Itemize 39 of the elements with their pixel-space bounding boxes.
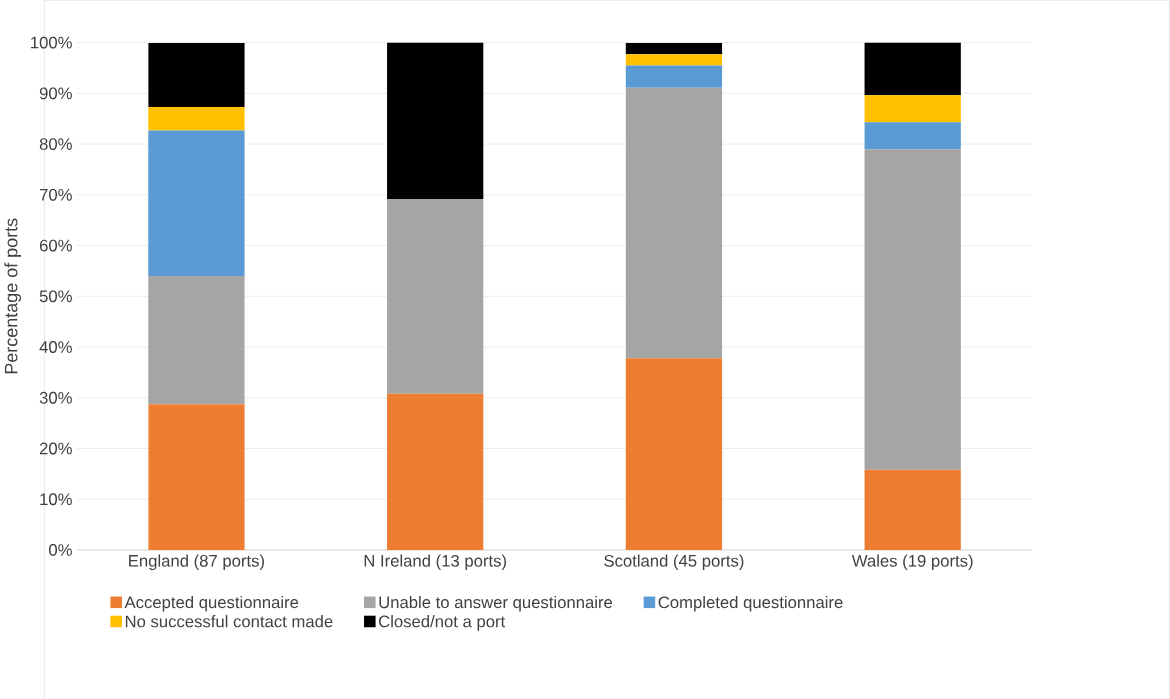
x-tick-label: Scotland (45 ports) — [604, 554, 744, 570]
x-tick-label: England (87 ports) — [129, 554, 264, 570]
bar — [625, 65, 723, 88]
legend-label: Unable to answer questionnaire — [379, 595, 613, 612]
y-tick-label: 30% — [39, 391, 72, 404]
legend-label: Closed/not a port — [379, 614, 506, 631]
bar — [148, 130, 245, 276]
bar — [625, 87, 723, 358]
x-tick-label: Wales (19 ports) — [851, 554, 973, 570]
bar — [148, 404, 245, 550]
bar — [387, 42, 484, 199]
y-tick-label: 10% — [40, 493, 72, 505]
y-tick-label: 20% — [39, 442, 72, 455]
y-tick-label: 40% — [39, 340, 72, 353]
bar — [387, 393, 484, 550]
y-axis-title: Percentage of ports — [4, 218, 22, 374]
bar — [625, 54, 723, 66]
bar — [864, 148, 961, 470]
bar — [625, 357, 723, 550]
y-tick-label: 60% — [39, 239, 72, 252]
bar — [864, 122, 961, 149]
bar — [864, 469, 961, 550]
bar — [387, 198, 484, 394]
bar — [625, 42, 723, 55]
y-tick-label: 100% — [31, 36, 72, 49]
y-tick-label: 70% — [39, 188, 72, 201]
legend-label: Completed questionnaire — [658, 595, 843, 612]
y-tick-label: 90% — [39, 87, 72, 100]
legend-label: No successful contact made — [125, 614, 333, 628]
y-tick-label: 80% — [39, 137, 72, 150]
bar — [148, 275, 245, 405]
y-tick-label: 50% — [39, 290, 72, 302]
bar — [148, 106, 245, 131]
legend-label: Accepted questionnaire — [124, 595, 299, 612]
y-tick-label: 0% — [49, 543, 72, 556]
bar — [864, 95, 961, 123]
x-tick-label: N Ireland (13 ports) — [364, 554, 506, 570]
bar — [864, 42, 961, 96]
bar — [148, 42, 245, 107]
